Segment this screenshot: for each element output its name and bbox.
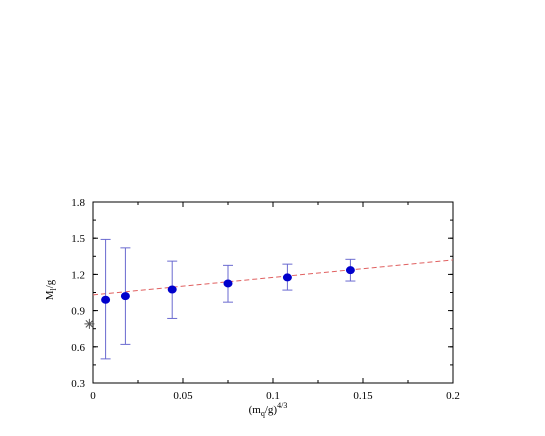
x-tick-label: 0.05 [173,390,193,402]
fit-line-layer [92,259,454,296]
x-tick-label: 0.15 [353,390,373,402]
data-point [282,273,292,282]
x-tick-label: 0.1 [266,390,280,402]
x-axis-label: (mq/g)4/3 [249,401,288,418]
y-tick-label: 1.2 [71,269,85,281]
data-point [345,266,355,275]
y-tick-label: 0.3 [71,378,85,390]
error-bars-layer [100,238,356,360]
y-tick-label: 0.6 [71,342,85,354]
plot-frame [92,201,454,384]
x-axis-label-rest: /g) [265,404,278,416]
x-axis-label-sup: 4/3 [277,401,287,410]
plot-border [92,201,454,384]
y-axis-label-rest: /g [44,279,56,288]
extra-marker-layer [84,318,95,329]
y-axis-label-sub: l [49,288,58,291]
data-point [120,292,130,301]
x-axis-ticks: 0 0.05 0.1 0.15 0.2 [90,202,460,402]
x-tick-label: 0.2 [446,390,460,402]
y-tick-label: 1.8 [71,197,85,209]
data-points-layer [101,266,355,304]
data-point [101,295,111,304]
data-point [223,279,233,288]
y-tick-label: 1.5 [71,233,85,245]
x-axis-label-sub: q [261,409,265,418]
y-axis-ticks: 0.3 0.6 0.9 1.2 1.5 1.8 [71,197,453,390]
data-point [167,285,177,294]
y-tick-label: 0.9 [71,306,85,318]
fit-line [92,259,454,296]
y-axis-label-base: M [44,290,56,300]
asterisk-marker-stroke [85,319,94,328]
y-axis-label: Ml/g [44,279,58,300]
x-tick-label: 0 [90,390,96,402]
x-axis-label-base: (m [249,404,262,416]
